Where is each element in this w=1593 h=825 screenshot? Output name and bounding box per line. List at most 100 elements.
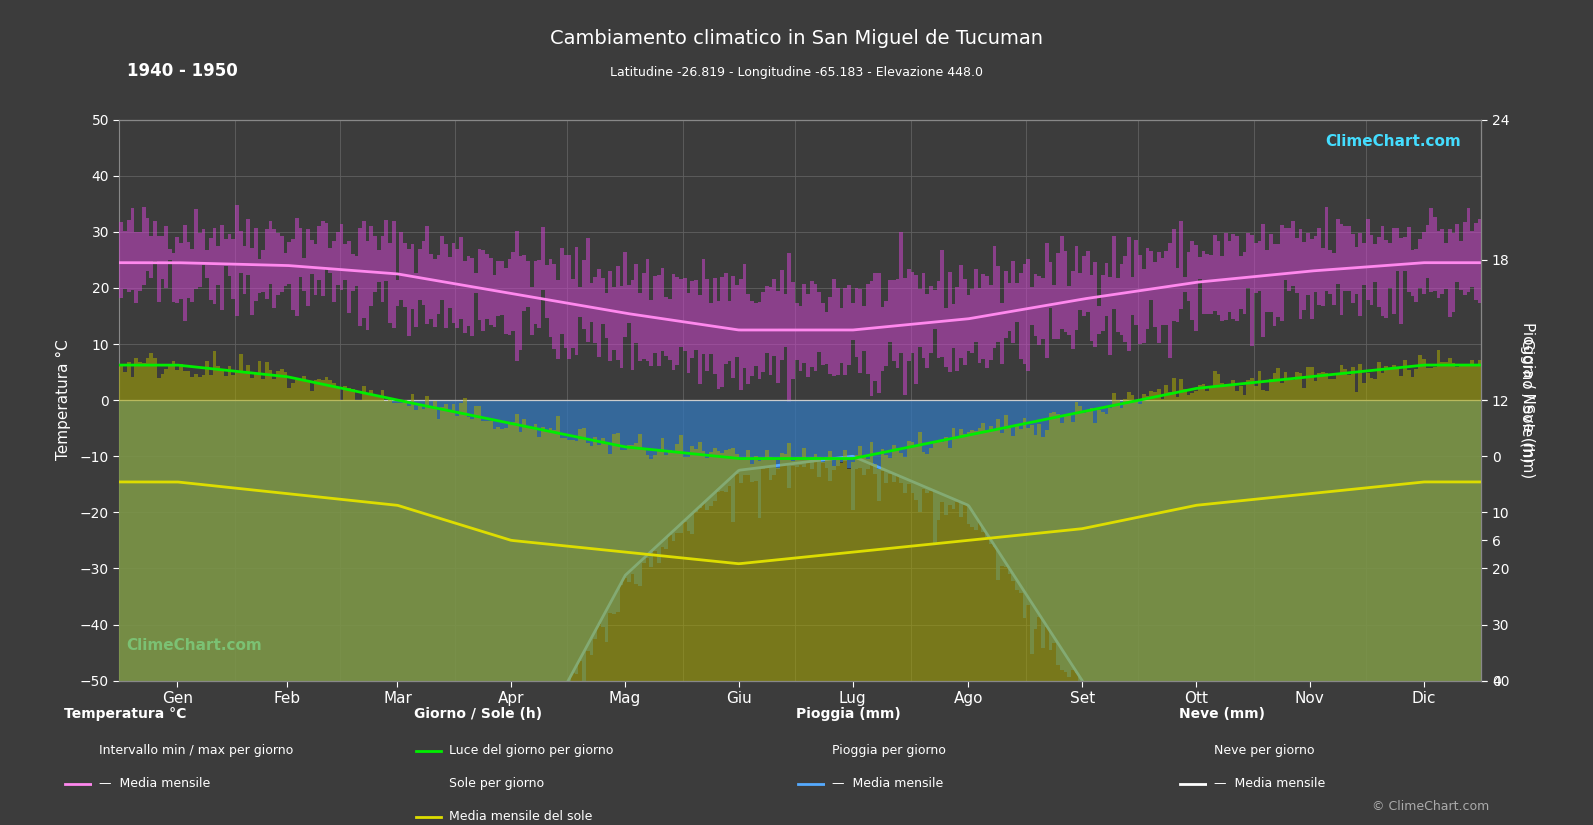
Bar [792,460,795,681]
Bar [906,270,911,361]
Bar [992,431,996,681]
Bar [198,233,202,286]
Bar [787,400,792,488]
Bar [1262,224,1265,337]
Bar [984,430,989,681]
Bar [1410,400,1415,825]
Bar [859,446,862,681]
Bar [1023,400,1026,618]
Bar [456,249,459,328]
Bar [1098,400,1101,723]
Bar [339,400,344,681]
Bar [436,255,440,314]
Bar [1329,400,1332,825]
Bar [253,228,258,301]
Bar [1090,400,1093,702]
Bar [1101,400,1104,737]
Bar [411,400,414,825]
Bar [392,403,395,681]
Bar [336,233,339,285]
Bar [1437,351,1440,681]
Bar [1142,400,1145,799]
Bar [809,280,814,367]
Bar [261,250,264,292]
Bar [559,248,564,334]
Bar [358,228,362,326]
Bar [127,400,131,825]
Bar [253,400,258,825]
Bar [1325,400,1329,825]
Bar [261,400,264,825]
Bar [1309,367,1314,681]
Bar [119,364,123,681]
Bar [570,279,575,348]
Bar [798,306,803,370]
Bar [865,285,870,374]
Bar [1399,376,1403,681]
Bar [303,258,306,290]
Bar [317,380,320,681]
Bar [508,400,511,798]
Bar [1321,248,1325,306]
Bar [616,433,620,681]
Bar [1209,256,1212,314]
Bar [139,400,142,825]
Bar [314,380,317,681]
Bar [1474,224,1478,299]
Bar [1112,236,1115,309]
Bar [228,365,231,681]
Bar [436,400,440,825]
Bar [258,400,261,825]
Bar [601,438,605,681]
Bar [903,457,906,681]
Bar [687,400,690,530]
Bar [515,400,519,779]
Bar [448,410,451,681]
Bar [620,450,623,681]
Bar [1445,362,1448,681]
Bar [1325,373,1329,681]
Bar [1429,367,1434,681]
Bar [1053,412,1056,681]
Bar [269,221,272,285]
Bar [951,428,956,681]
Bar [395,403,400,681]
Bar [1351,234,1354,303]
Bar [1467,208,1470,292]
Bar [1223,233,1228,320]
Bar [1008,400,1012,574]
Bar [900,453,903,681]
Bar [373,395,378,681]
Bar [183,400,186,825]
Bar [1048,400,1053,649]
Bar [1448,229,1451,317]
Bar [940,442,945,681]
Bar [840,400,843,462]
Bar [389,400,392,825]
Bar [464,400,467,825]
Bar [292,383,295,681]
Bar [467,417,470,681]
Bar [1145,248,1150,329]
Bar [123,372,127,681]
Bar [1231,233,1235,319]
Bar [806,460,809,681]
Bar [1109,408,1112,681]
Bar [1023,417,1026,681]
Bar [951,304,956,348]
Bar [970,289,973,352]
Bar [287,242,292,284]
Bar [295,400,298,825]
Bar [519,400,523,772]
Bar [1145,396,1150,681]
Bar [1415,369,1418,681]
Bar [464,398,467,681]
Bar [798,457,803,681]
Bar [1392,400,1395,825]
Bar [773,400,776,475]
Bar [1004,271,1008,338]
Bar [1078,406,1082,681]
Bar [320,400,325,825]
Bar [1184,277,1187,292]
Bar [1478,219,1481,303]
